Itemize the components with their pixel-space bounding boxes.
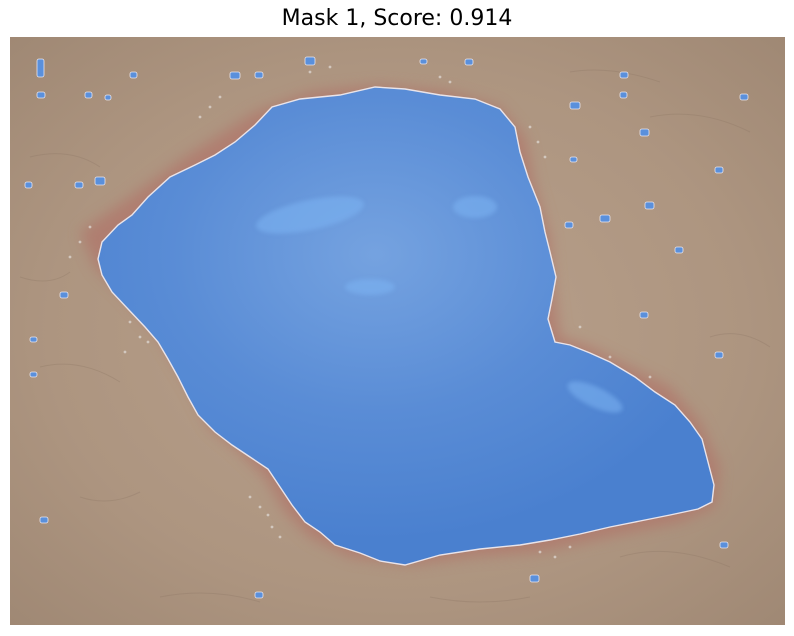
photo-panel [10, 37, 785, 625]
edge-dots [68, 65, 652, 559]
mask-specks [24, 56, 749, 599]
skin-texture [19, 69, 771, 603]
mask-sheen [256, 196, 623, 413]
figure-title: Mask 1, Score: 0.914 [281, 6, 513, 31]
mask-region [97, 86, 715, 566]
masked-skin-photo [10, 37, 785, 625]
